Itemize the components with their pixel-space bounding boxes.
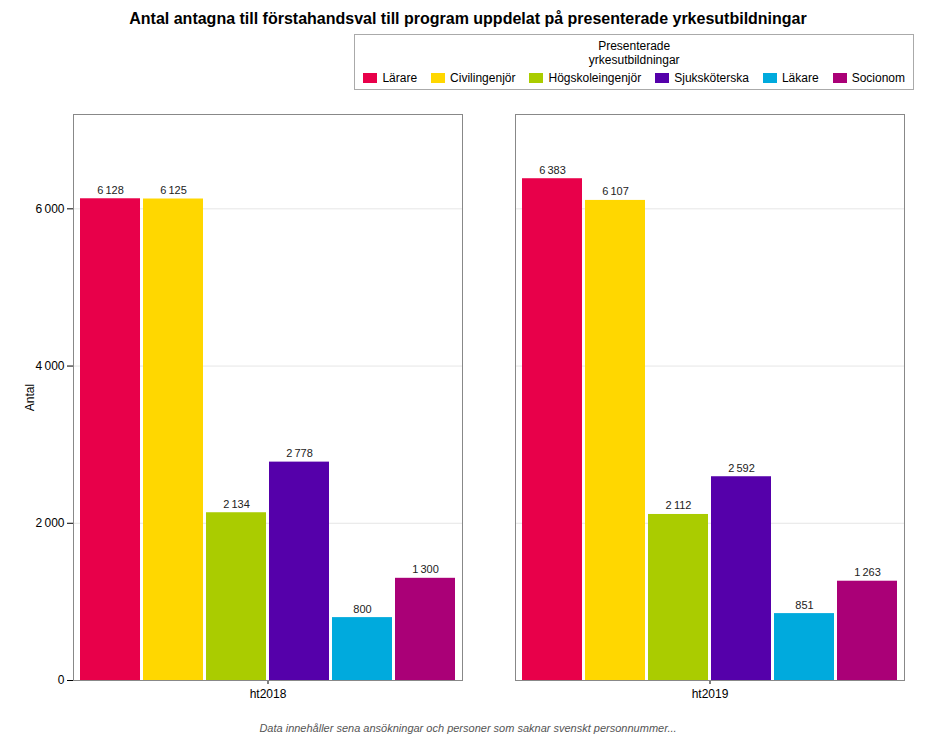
svg-text:0: 0	[58, 673, 65, 687]
svg-text:2 000: 2 000	[35, 516, 64, 530]
html-text:Presenterade yrkesutbildningar: Presenterade yrkesutbildningar	[588, 39, 680, 67]
svg-text:2 778: 2 778	[286, 447, 313, 459]
svg-text:2 134: 2 134	[223, 498, 250, 510]
svg-text:4 000: 4 000	[35, 359, 64, 373]
svg-text:Antal: Antal	[23, 384, 37, 411]
svg-text:1 263: 1 263	[854, 566, 881, 578]
html-text:Antal antagna till förstahands: Antal antagna till förstahandsval till p…	[129, 10, 807, 27]
svg-text:851: 851	[795, 599, 813, 611]
svg-text:6 383: 6 383	[539, 164, 566, 176]
svg-text:800: 800	[353, 603, 371, 615]
svg-text:2 112: 2 112	[666, 499, 692, 511]
svg-text:2 592: 2 592	[728, 462, 755, 474]
html-text:Data innehåller sena ansökning: Data innehåller sena ansökningar och per…	[259, 722, 677, 734]
svg-text:6 125: 6 125	[160, 184, 187, 196]
svg-text:ht2018: ht2018	[250, 687, 287, 701]
html-text:Högskoleingenjör: Högskoleingenjör	[548, 71, 642, 85]
svg-text:ht2019: ht2019	[692, 687, 729, 701]
html-text:Civilingenjör: Civilingenjör	[450, 71, 516, 85]
html-text:Läkare: Läkare	[781, 71, 819, 85]
html-text:Socionom: Socionom	[851, 71, 905, 85]
svg-text:6 128: 6 128	[97, 184, 124, 196]
svg-text:1 300: 1 300	[412, 563, 439, 575]
svg-text:6 000: 6 000	[35, 202, 64, 216]
html-text:Sjuksköterska: Sjuksköterska	[674, 71, 749, 85]
svg-text:6 107: 6 107	[602, 185, 629, 197]
html-text:Lärare: Lärare	[382, 71, 418, 85]
